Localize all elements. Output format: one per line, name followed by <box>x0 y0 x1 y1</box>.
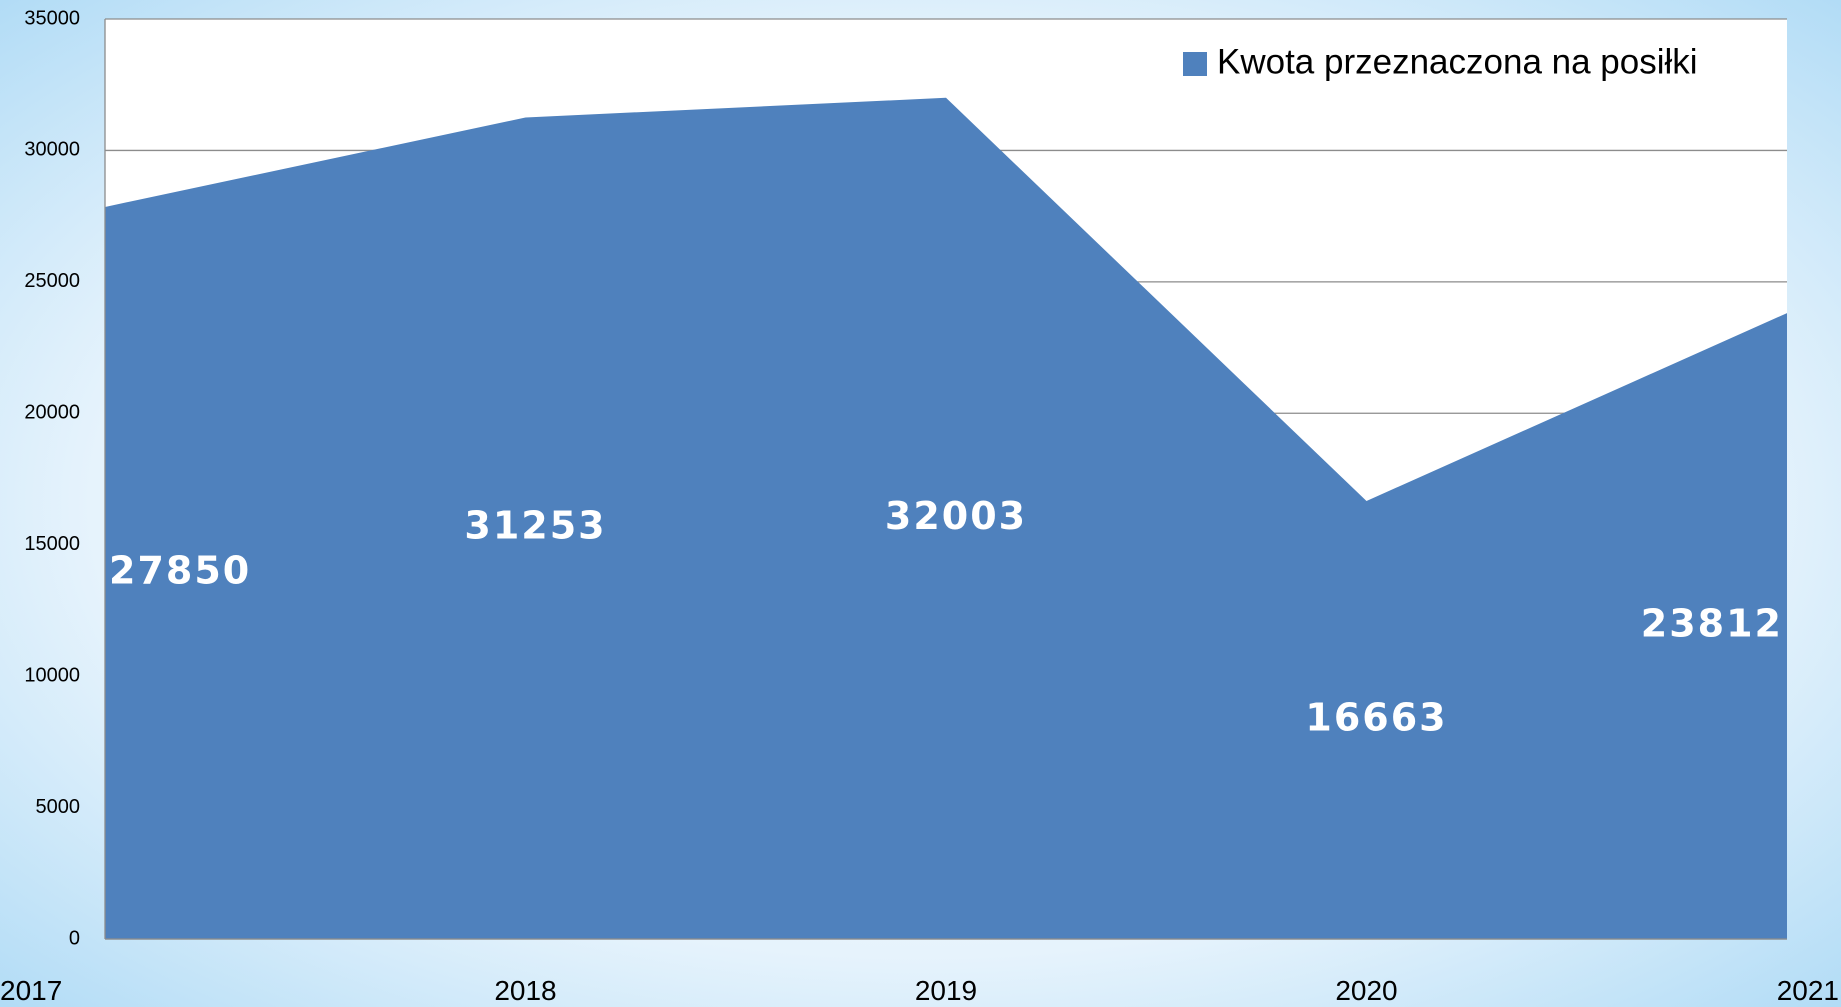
y-tick-label: 10000 <box>24 664 80 686</box>
x-tick-label: 2019 <box>915 975 977 1006</box>
x-tick-label: 2018 <box>494 975 556 1006</box>
data-label: 32003 <box>885 494 1027 538</box>
legend-swatch <box>1183 52 1207 76</box>
y-tick-label: 30000 <box>24 139 80 161</box>
x-tick-label: 2017 <box>0 975 62 1006</box>
x-tick-label: 2021 <box>1777 975 1839 1006</box>
y-tick-label: 25000 <box>24 270 80 292</box>
data-label: 23812 <box>1641 602 1783 646</box>
area <box>105 97 1787 940</box>
y-tick-label: 20000 <box>24 402 80 424</box>
y-tick-label: 15000 <box>24 533 80 555</box>
x-tick-label: 2020 <box>1335 975 1397 1006</box>
y-tick-label: 5000 <box>36 796 81 818</box>
data-label: 16663 <box>1305 696 1447 740</box>
y-tick-label: 0 <box>69 927 80 949</box>
y-tick-label: 35000 <box>24 7 80 29</box>
data-label: 31253 <box>464 504 606 548</box>
data-label: 27850 <box>109 548 251 592</box>
legend-label: Kwota przeznaczona na posiłki <box>1217 42 1698 81</box>
